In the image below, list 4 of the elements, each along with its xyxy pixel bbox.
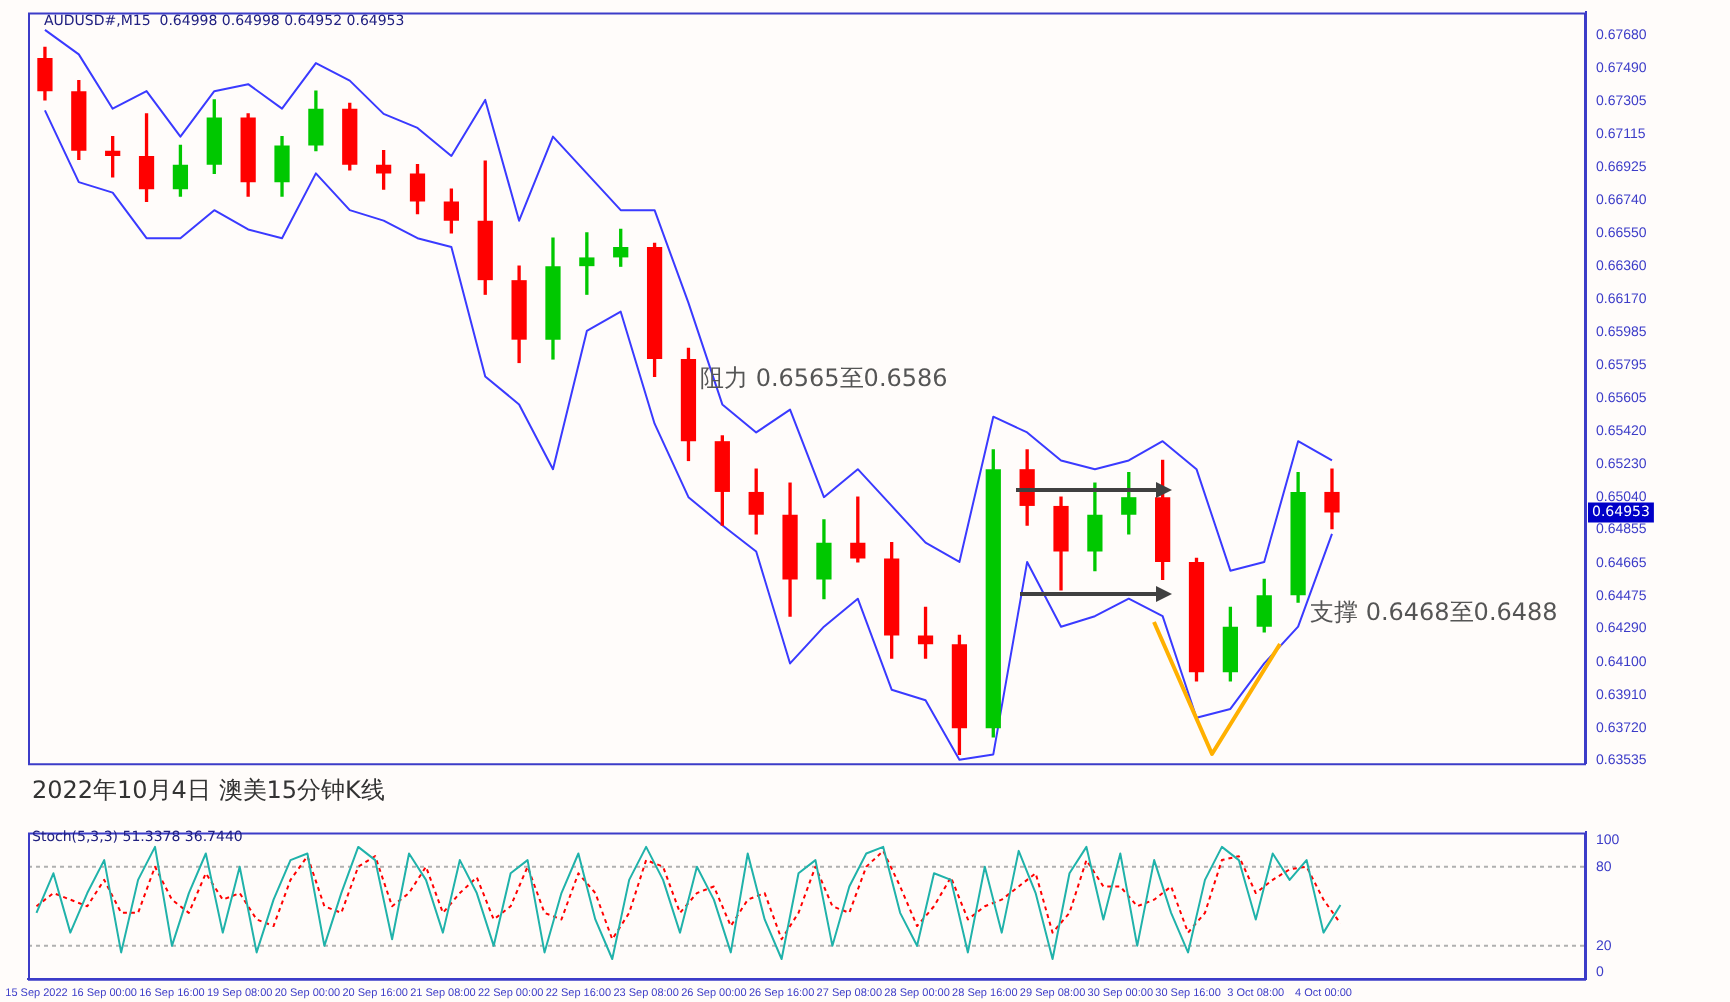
- text: 2022年10月4日 澳美15分钟K线: [32, 776, 385, 805]
- line-series: [35, 849, 1342, 941]
- annotation: 支撑 0.6468至0.6488: [1310, 598, 1558, 627]
- candlestick: [579, 232, 595, 295]
